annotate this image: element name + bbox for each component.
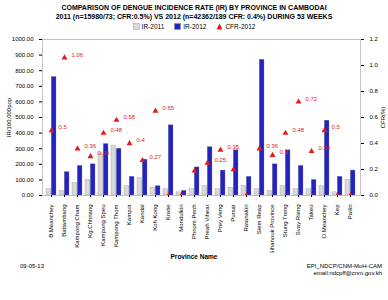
svg-text:0.8: 0.8 <box>370 88 379 94</box>
svg-text:800.00: 800.00 <box>15 68 34 74</box>
svg-text:0.36: 0.36 <box>85 143 97 149</box>
html-text:email:ndcpff@cnm.gov.kh: email:ndcpff@cnm.gov.kh <box>313 270 382 276</box>
svg-text:Kampong Thom: Kampong Thom <box>113 205 119 248</box>
svg-text:0.48: 0.48 <box>111 127 123 133</box>
svg-text:1.2: 1.2 <box>370 36 379 42</box>
svg-text:Kg.Chhnang: Kg.Chhnang <box>87 205 93 238</box>
svg-text:Kampot: Kampot <box>126 204 132 225</box>
svg-text:O.Meanchey: O.Meanchey <box>321 205 327 239</box>
svg-text:CFR(%): CFR(%) <box>380 107 386 129</box>
svg-text:Phnom Penh: Phnom Penh <box>191 205 197 240</box>
html-text:09-05-13: 09-05-13 <box>20 263 44 269</box>
svg-text:600.00: 600.00 <box>15 99 34 105</box>
svg-text:0.34: 0.34 <box>319 145 331 151</box>
html-text:Province Name: Province Name <box>170 253 218 260</box>
svg-text:Mondulkiri: Mondulkiri <box>178 205 184 232</box>
svg-text:400.00: 400.00 <box>15 130 34 136</box>
svg-text:Takeo: Takeo <box>308 204 314 221</box>
svg-text:0.6: 0.6 <box>370 114 379 120</box>
svg-text:B.Meanchey: B.Meanchey <box>48 205 54 238</box>
svg-text:Kratie: Kratie <box>165 204 171 220</box>
svg-text:0.30: 0.30 <box>98 150 110 156</box>
svg-text:Stung Treng: Stung Treng <box>282 205 288 238</box>
html-text:CFR-2012: CFR-2012 <box>225 23 256 30</box>
svg-text:0.27: 0.27 <box>150 154 162 160</box>
svg-text:700.00: 700.00 <box>15 83 34 89</box>
svg-text:0.35: 0.35 <box>228 144 240 150</box>
svg-text:Kampong Speu: Kampong Speu <box>100 205 106 246</box>
svg-text:0.36: 0.36 <box>267 143 279 149</box>
svg-text:Pursat: Pursat <box>230 204 236 222</box>
svg-text:Kandal: Kandal <box>139 205 145 224</box>
svg-text:0.48: 0.48 <box>293 127 305 133</box>
html-text:COMPARISON OF DENGUE INCIDENCE: COMPARISON OF DENGUE INCIDENCE RATE (IR)… <box>61 4 327 11</box>
html-text:IR-2011: IR-2011 <box>141 23 165 30</box>
svg-text:0.31: 0.31 <box>280 149 292 155</box>
svg-text:Ratanakiri: Ratanakiri <box>243 205 249 232</box>
svg-text:0.4: 0.4 <box>137 137 146 143</box>
svg-text:Pailin: Pailin <box>347 205 353 220</box>
svg-text:900.00: 900.00 <box>15 52 34 58</box>
svg-text:0.25: 0.25 <box>215 157 227 163</box>
svg-text:0.4: 0.4 <box>370 140 379 146</box>
svg-text:Kep: Kep <box>334 204 340 215</box>
svg-text:100.00: 100.00 <box>15 177 34 183</box>
svg-text:Prey Veng: Prey Veng <box>217 205 223 233</box>
svg-text:0.5: 0.5 <box>332 124 341 130</box>
svg-text:IR/100,000pop: IR/100,000pop <box>6 97 12 137</box>
svg-text:Sihanouk Province: Sihanouk Province <box>269 204 275 253</box>
svg-text:1.0: 1.0 <box>370 62 379 68</box>
html-text:2011 (n=15980/73; CFR:0.5%) VS: 2011 (n=15980/73; CFR:0.5%) VS 2012 (n=4… <box>55 13 333 20</box>
svg-text:Siem Reap: Siem Reap <box>256 204 262 234</box>
svg-text:1.06: 1.06 <box>72 52 84 58</box>
svg-text:300.00: 300.00 <box>15 146 34 152</box>
html-text:IR-2012: IR-2012 <box>183 23 207 30</box>
svg-text:Koh Kong: Koh Kong <box>152 205 158 231</box>
svg-text:Kampong Cham: Kampong Cham <box>74 205 80 248</box>
svg-text:Battambang: Battambang <box>61 205 67 237</box>
svg-text:0.72: 0.72 <box>306 96 318 102</box>
svg-text:0.65: 0.65 <box>163 105 175 111</box>
svg-text:0.2: 0.2 <box>370 166 379 172</box>
svg-text:0.0: 0.0 <box>370 192 379 198</box>
svg-text:1000.00: 1000.00 <box>12 36 34 42</box>
svg-text:0.00: 0.00 <box>22 192 34 198</box>
svg-text:500.00: 500.00 <box>15 114 34 120</box>
svg-text:Svay Rieng: Svay Rieng <box>295 205 301 236</box>
svg-text:0.58: 0.58 <box>124 114 136 120</box>
svg-text:0.5: 0.5 <box>59 124 68 130</box>
svg-text:200.00: 200.00 <box>15 161 34 167</box>
svg-text:Preah Vihear: Preah Vihear <box>204 205 210 240</box>
html-text:EPI_NDCP/CNM-MoH-CAM: EPI_NDCP/CNM-MoH-CAM <box>306 263 382 269</box>
